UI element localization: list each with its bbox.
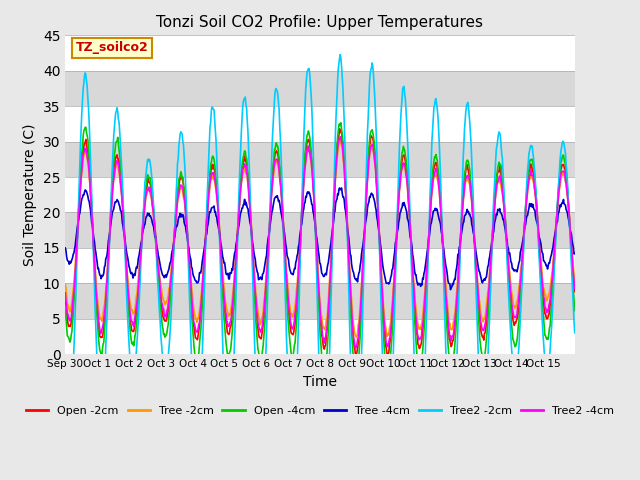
Bar	[65, 177, 575, 213]
Bar	[65, 283, 575, 319]
Bar	[65, 319, 575, 354]
Bar	[65, 36, 575, 71]
Y-axis label: Soil Temperature (C): Soil Temperature (C)	[23, 123, 37, 266]
Legend: Open -2cm, Tree -2cm, Open -4cm, Tree -4cm, Tree2 -2cm, Tree2 -4cm: Open -2cm, Tree -2cm, Open -4cm, Tree -4…	[22, 401, 618, 420]
Title: Tonzi Soil CO2 Profile: Upper Temperatures: Tonzi Soil CO2 Profile: Upper Temperatur…	[157, 15, 483, 30]
Bar	[65, 71, 575, 106]
Bar	[65, 248, 575, 283]
Bar	[65, 142, 575, 177]
X-axis label: Time: Time	[303, 374, 337, 388]
Text: TZ_soilco2: TZ_soilco2	[76, 41, 148, 54]
Bar	[65, 213, 575, 248]
Bar	[65, 106, 575, 142]
